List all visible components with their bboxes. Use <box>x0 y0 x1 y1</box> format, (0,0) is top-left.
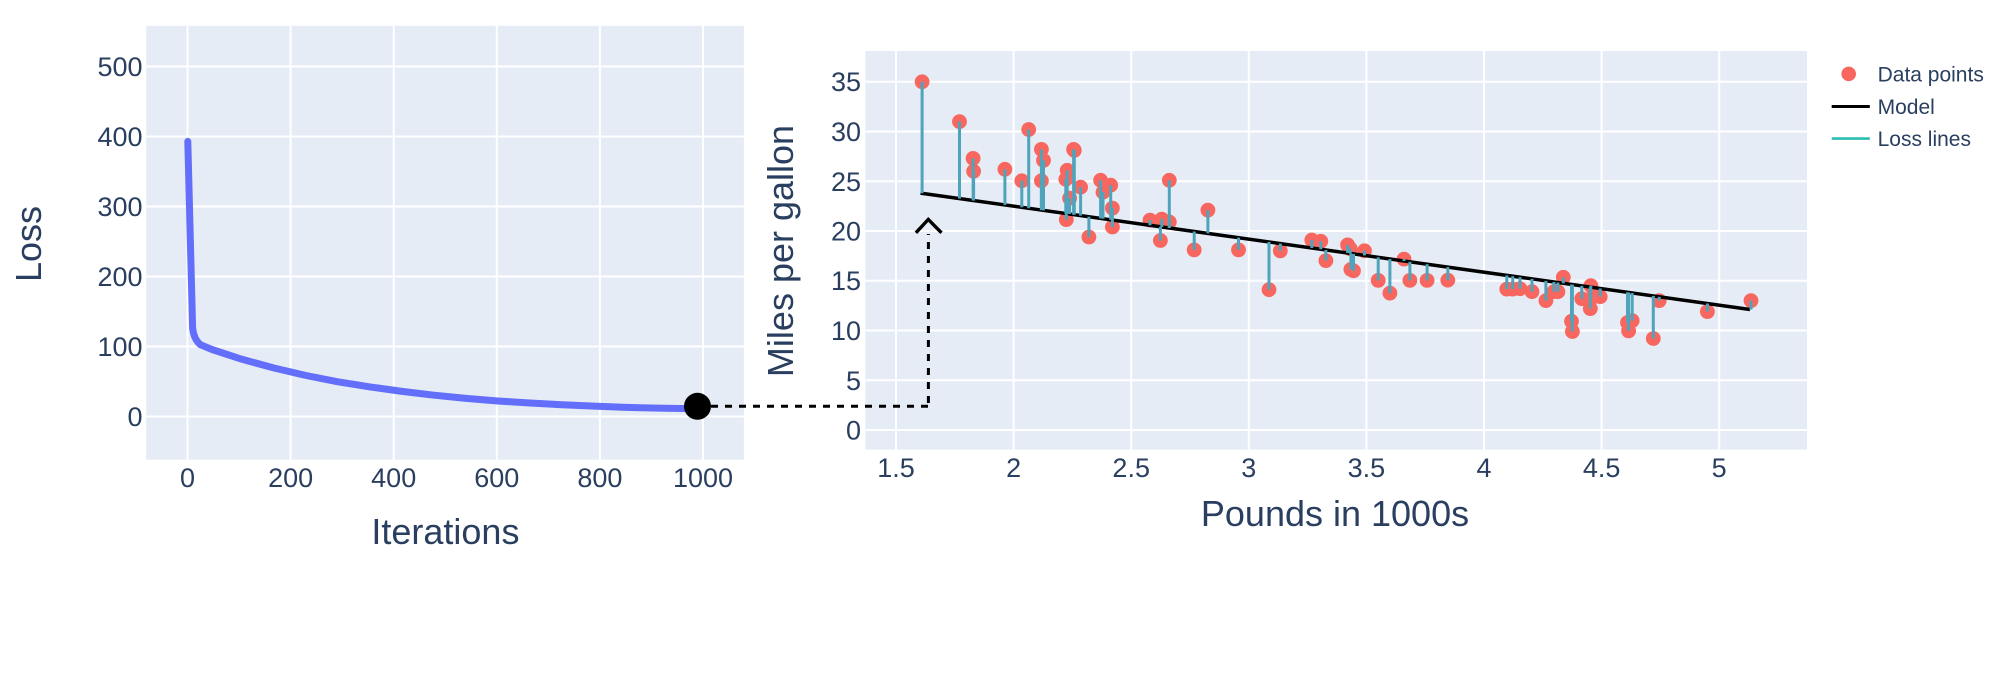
svg-text:0: 0 <box>180 463 195 493</box>
svg-text:25: 25 <box>831 167 861 197</box>
svg-text:1000: 1000 <box>673 463 733 493</box>
svg-text:3: 3 <box>1241 453 1256 483</box>
svg-text:0: 0 <box>846 416 861 446</box>
svg-text:4: 4 <box>1476 453 1491 483</box>
svg-text:2: 2 <box>1006 453 1021 483</box>
svg-text:3.5: 3.5 <box>1348 453 1386 483</box>
svg-text:Iterations: Iterations <box>371 511 519 552</box>
svg-text:2.5: 2.5 <box>1112 453 1150 483</box>
svg-text:400: 400 <box>371 463 416 493</box>
svg-text:300: 300 <box>97 192 142 222</box>
svg-text:100: 100 <box>97 332 142 362</box>
svg-text:400: 400 <box>97 122 142 152</box>
svg-text:200: 200 <box>268 463 313 493</box>
svg-text:30: 30 <box>831 117 861 147</box>
svg-text:Data points: Data points <box>1878 63 1984 86</box>
svg-text:Pounds in 1000s: Pounds in 1000s <box>1201 493 1469 534</box>
svg-text:35: 35 <box>831 67 861 97</box>
svg-text:5: 5 <box>846 366 861 396</box>
svg-text:800: 800 <box>577 463 622 493</box>
svg-text:Miles per gallon: Miles per gallon <box>760 125 801 377</box>
svg-text:15: 15 <box>831 266 861 296</box>
svg-text:600: 600 <box>474 463 519 493</box>
svg-text:10: 10 <box>831 316 861 346</box>
svg-text:Loss lines: Loss lines <box>1878 128 1971 151</box>
svg-text:Loss: Loss <box>8 206 49 282</box>
svg-text:Model: Model <box>1878 96 1935 119</box>
svg-text:500: 500 <box>97 52 142 82</box>
svg-text:5: 5 <box>1712 453 1727 483</box>
svg-text:0: 0 <box>127 402 142 432</box>
svg-text:4.5: 4.5 <box>1583 453 1621 483</box>
svg-text:20: 20 <box>831 217 861 247</box>
svg-text:200: 200 <box>97 262 142 292</box>
svg-text:1.5: 1.5 <box>877 453 915 483</box>
